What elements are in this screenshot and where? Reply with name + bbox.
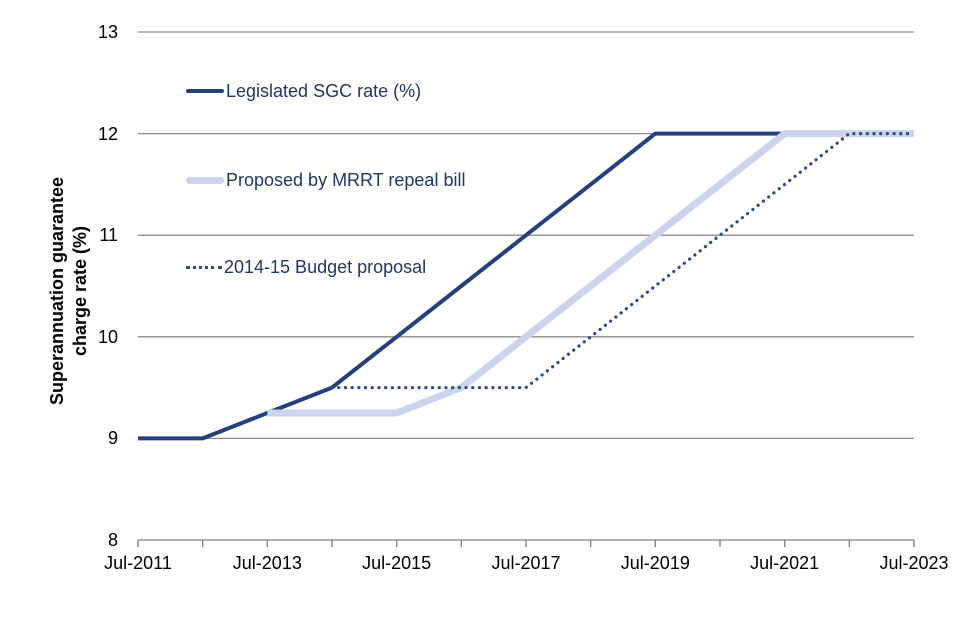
y-axis-title-line2: charge rate (%)	[70, 225, 90, 357]
x-tick-label: Jul-2023	[879, 553, 949, 573]
legend-item-budget: 2014-15 Budget proposal	[186, 255, 426, 279]
x-tick-label: Jul-2019	[620, 553, 690, 573]
y-axis-title-line1: Superannuation guarantee	[47, 176, 67, 406]
y-tick-label: 13	[97, 22, 118, 42]
x-tick-label: Jul-2015	[362, 553, 432, 573]
legend-label: Proposed by MRRT repeal bill	[226, 169, 466, 190]
y-tick-label: 11	[99, 225, 118, 246]
y-tick-label: 10	[97, 326, 118, 347]
x-tick-label: Jul-2021	[750, 553, 820, 573]
legend-label: 2014-15 Budget proposal	[224, 256, 427, 277]
y-axis-title: Superannuation guarantee charge rate (%)	[46, 156, 92, 426]
legend-item-legislated: Legislated SGC rate (%)	[186, 79, 421, 103]
x-tick-label: Jul-2011	[104, 553, 172, 573]
legend-item-mrrt: Proposed by MRRT repeal bill	[186, 168, 465, 192]
series-thick-line	[267, 130, 914, 417]
y-tick-label: 9	[107, 428, 118, 449]
series-dotted-line	[330, 132, 916, 390]
thick-band-swatch-icon	[186, 176, 224, 184]
legend-label: Legislated SGC rate (%)	[226, 80, 422, 101]
solid-line-swatch-icon	[186, 89, 224, 93]
y-tick-label: 8	[107, 530, 118, 550]
x-tick-label: Jul-2013	[232, 553, 302, 573]
x-tick-label: Jul-2017	[491, 553, 561, 573]
dotted-line-swatch-icon	[186, 265, 222, 269]
y-tick-label: 12	[97, 123, 118, 144]
